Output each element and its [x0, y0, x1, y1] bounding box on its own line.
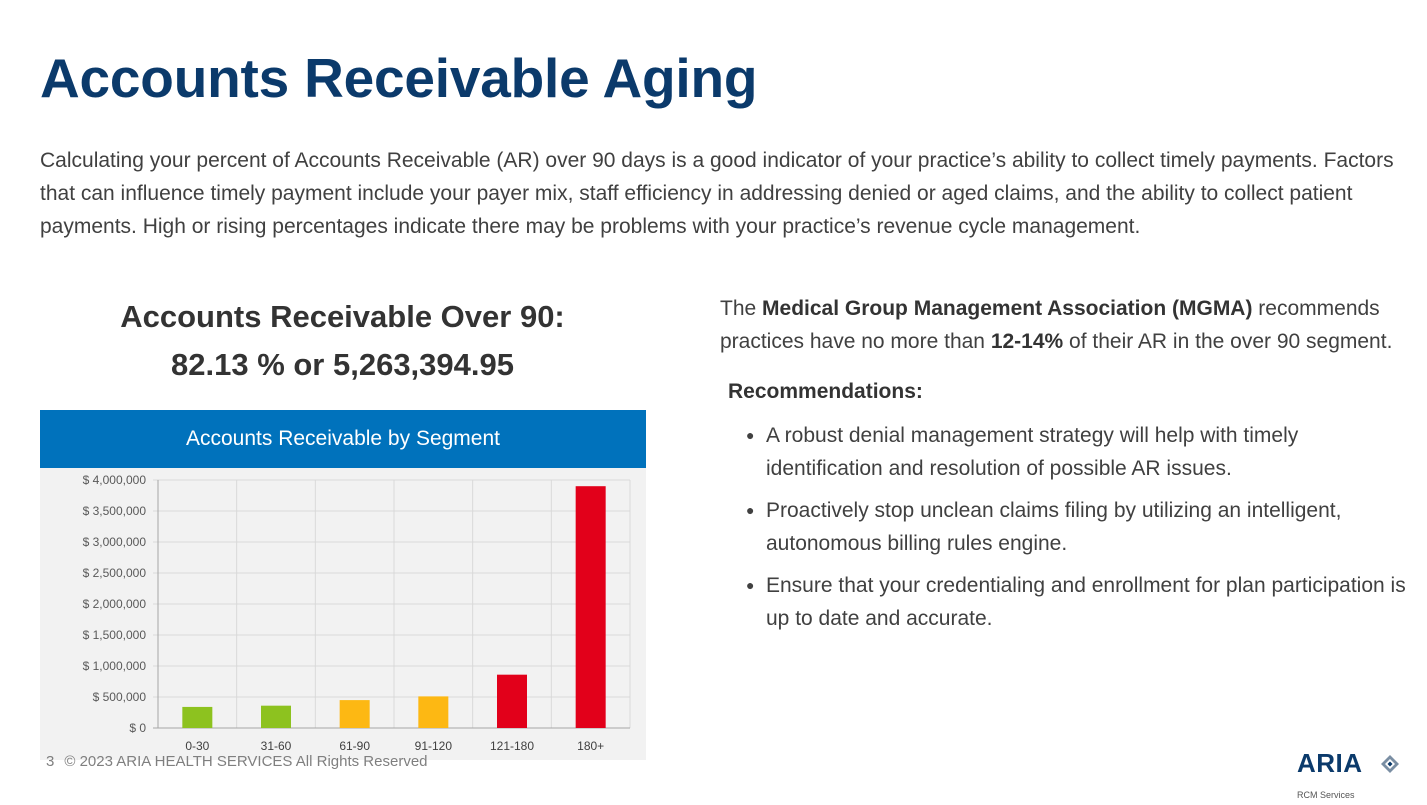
chart-plot: $ 0 $ 500,000 $ 1,000,000 $ 1,500,000 $ 2,00… [83, 473, 631, 753]
x-tick-label: 91-120 [415, 739, 453, 753]
recommendations-panel: The Medical Group Management Association… [720, 292, 1410, 644]
page-number: 3 [46, 753, 55, 770]
intro-paragraph: Calculating your percent of Accounts Rec… [40, 149, 1394, 238]
footer: 3 © 2023 ARIA HEALTH SERVICES All Rights … [46, 753, 428, 770]
y-tick-label: $ 3,500,000 [83, 504, 147, 518]
y-tick-label: $ 2,000,000 [83, 597, 147, 611]
recommendations-list: ● A robust denial management strategy wil… [720, 419, 1410, 635]
y-tick-label: $ 3,000,000 [83, 535, 147, 549]
bullet-icon: ● [746, 577, 755, 593]
x-tick-label: 180+ [577, 739, 604, 753]
headline-value: 82.13 % or 5,263,394.95 [171, 347, 514, 382]
bar-121-180 [497, 674, 527, 728]
logo-name: ARIA [1297, 748, 1363, 778]
company-logo: ARIA RCM Services [1297, 748, 1407, 803]
bar-91-120 [418, 696, 449, 728]
y-tick-label: $ 2,500,000 [83, 566, 147, 580]
recommendation-item: ● Proactively stop unclean claims filing … [720, 494, 1410, 560]
y-tick-label: $ 4,000,000 [83, 473, 147, 487]
recommendation-item: ● Ensure that your credentialing and enro… [720, 569, 1410, 635]
bullet-icon: ● [746, 427, 755, 443]
ar-over-90-headline: Accounts Receivable Over 90: 82.13 % or … [40, 293, 645, 389]
y-tick-label: $ 1,000,000 [83, 659, 147, 673]
x-tick-label: 31-60 [261, 739, 292, 753]
recommendation-text: A robust denial management strategy will… [766, 424, 1299, 480]
recommendation-item: ● A robust denial management strategy wil… [720, 419, 1410, 485]
bar-31-60 [261, 705, 291, 728]
chart-title: Accounts Receivable by Segment [40, 410, 646, 468]
recommendation-text: Proactively stop unclean claims filing b… [766, 499, 1342, 555]
bar-0-30 [182, 706, 213, 728]
ar-segment-chart: Accounts Receivable by Segment $ 0 $ 500,… [40, 410, 646, 760]
mgma-pre: The [720, 297, 763, 320]
mgma-post: of their AR in the over 90 segment. [1063, 330, 1393, 353]
y-tick-label: $ 500,000 [93, 690, 147, 704]
y-tick-label: $ 0 [129, 721, 146, 735]
mgma-statement: The Medical Group Management Association… [720, 292, 1410, 358]
mgma-mid: recommends practices have no more than [720, 297, 1380, 353]
recommendation-text: Ensure that your credentialing and enrol… [766, 574, 1406, 630]
mgma-org-name: Medical Group Management Association (MG… [762, 297, 1253, 320]
page-title: Accounts Receivable Aging [40, 47, 758, 109]
bar-61-90 [339, 700, 370, 728]
recommendations-heading: Recommendations: [728, 380, 923, 403]
mgma-percentage: 12-14% [990, 330, 1064, 353]
x-tick-label: 0-30 [185, 739, 209, 753]
x-tick-label: 61-90 [339, 739, 370, 753]
x-tick-label: 121-180 [490, 739, 534, 753]
headline-label: Accounts Receivable Over 90: [120, 299, 565, 334]
y-tick-label: $ 1,500,000 [83, 628, 147, 642]
diamond-icon [1381, 755, 1399, 773]
bar-180+ [575, 486, 606, 728]
logo-tagline: RCM Services [1297, 790, 1355, 800]
copyright: © 2023 ARIA HEALTH SERVICES All Rights R… [64, 753, 428, 770]
bullet-icon: ● [746, 502, 755, 518]
